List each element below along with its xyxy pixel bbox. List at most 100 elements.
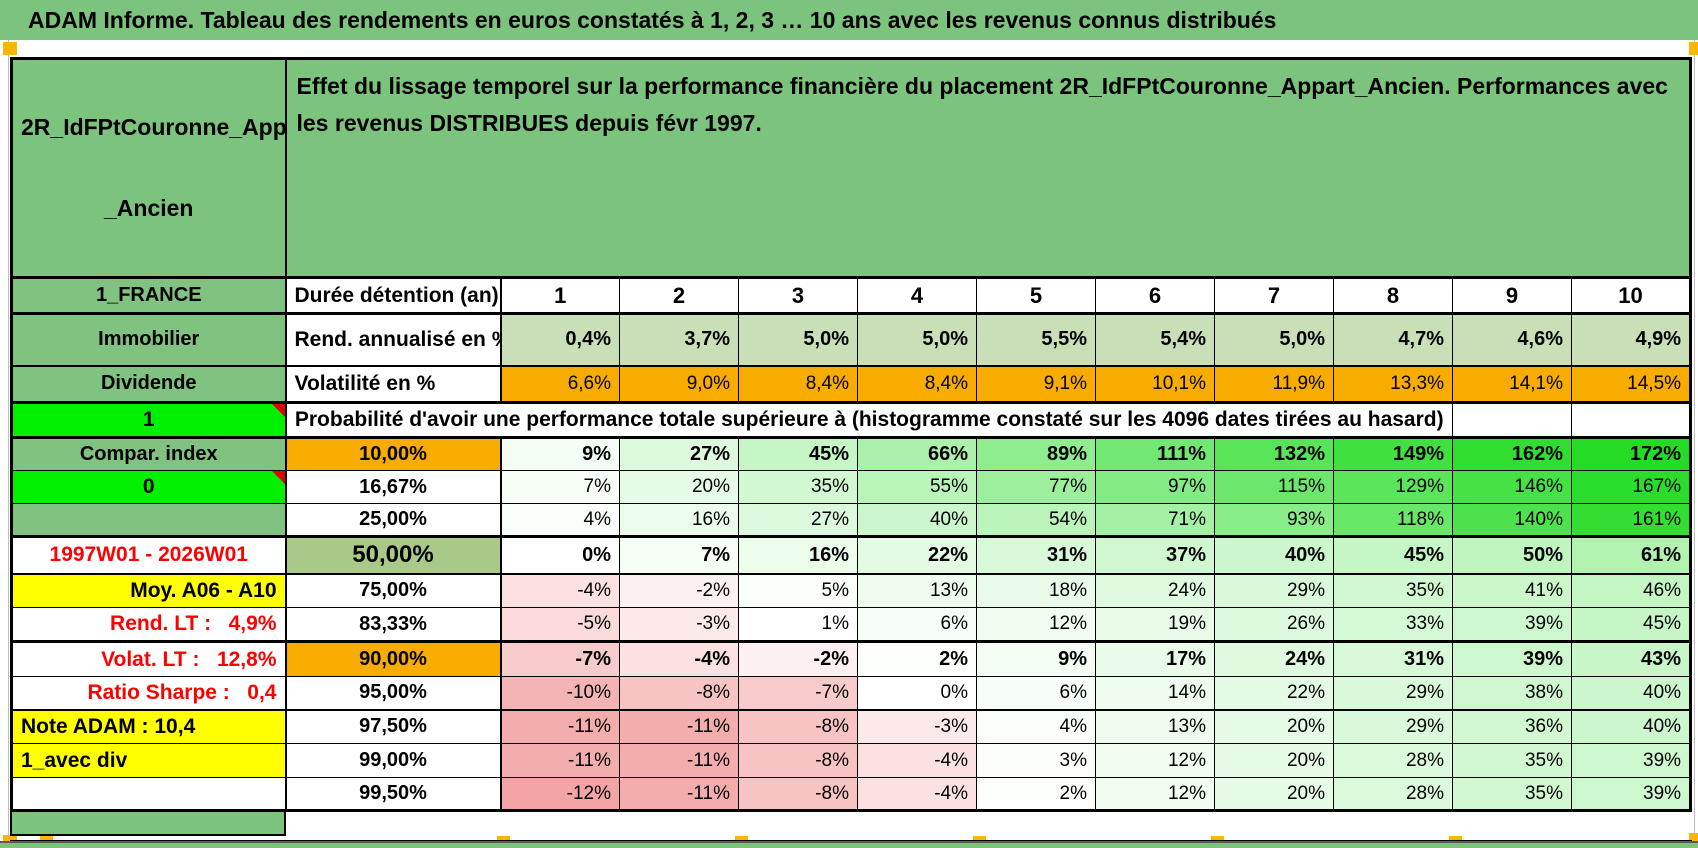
cell-rend-y9[interactable]: 4,6% <box>1452 313 1572 367</box>
cell-p50-y2[interactable]: 7% <box>619 536 739 575</box>
empty-cell[interactable] <box>1570 402 1692 439</box>
cell-rend-y3[interactable]: 5,0% <box>738 313 858 367</box>
cell-p90-y1[interactable]: -7% <box>500 641 620 677</box>
left-label-p95[interactable]: Ratio Sharpe : 0,4 <box>11 676 287 711</box>
left-label-p10[interactable]: Compar. index <box>11 437 287 471</box>
cell-p90-y2[interactable]: -4% <box>619 641 739 677</box>
cell-p10-y6[interactable]: 111% <box>1095 437 1215 471</box>
cell-vol-y10[interactable]: 14,5% <box>1570 365 1692 404</box>
row-label-duree[interactable]: Durée détention (an) <box>285 277 502 315</box>
cell-p995-y3[interactable]: -8% <box>738 777 858 811</box>
cell-p10-y8[interactable]: 149% <box>1333 437 1453 471</box>
cell-vol-y9[interactable]: 14,1% <box>1452 365 1572 404</box>
cell-p8333-y8[interactable]: 33% <box>1333 607 1453 643</box>
cell-p1667-y5[interactable]: 77% <box>976 470 1096 504</box>
cell-duree-y6[interactable]: 6 <box>1095 277 1215 315</box>
left-label-p8333[interactable]: Rend. LT : 4,9% <box>11 607 287 643</box>
row-label-p25[interactable]: 25,00% <box>285 503 502 538</box>
cell-p95-y10[interactable]: 40% <box>1570 676 1692 711</box>
cell-p995-y1[interactable]: -12% <box>500 777 620 811</box>
cell-vol-y8[interactable]: 13,3% <box>1333 365 1453 404</box>
cell-p99-y1[interactable]: -11% <box>500 743 620 778</box>
cell-p995-y5[interactable]: 2% <box>976 777 1096 811</box>
cell-p995-y6[interactable]: 12% <box>1095 777 1215 811</box>
cell-p99-y5[interactable]: 3% <box>976 743 1096 778</box>
left-label-rend[interactable]: Immobilier <box>11 313 287 367</box>
cell-vol-y4[interactable]: 8,4% <box>857 365 977 404</box>
cell-p95-y6[interactable]: 14% <box>1095 676 1215 711</box>
cell-p95-y8[interactable]: 29% <box>1333 676 1453 711</box>
cell-p25-y10[interactable]: 161% <box>1570 503 1692 538</box>
cell-vol-y2[interactable]: 9,0% <box>619 365 739 404</box>
row-label-p99[interactable]: 99,00% <box>285 743 502 778</box>
cell-rend-y7[interactable]: 5,0% <box>1214 313 1334 367</box>
cell-p75-y3[interactable]: 5% <box>738 573 858 608</box>
cell-rend-y8[interactable]: 4,7% <box>1333 313 1453 367</box>
cell-p975-y9[interactable]: 36% <box>1452 709 1572 744</box>
left-label-p25[interactable] <box>11 503 287 538</box>
cell-p975-y10[interactable]: 40% <box>1570 709 1692 744</box>
cell-vol-y5[interactable]: 9,1% <box>976 365 1096 404</box>
left-label-p1667[interactable]: 0 <box>11 470 287 504</box>
cell-p50-y4[interactable]: 22% <box>857 536 977 575</box>
cell-p50-y7[interactable]: 40% <box>1214 536 1334 575</box>
row-label-p10[interactable]: 10,00% <box>285 437 502 471</box>
row-label-p8333[interactable]: 83,33% <box>285 607 502 643</box>
left-label-p99[interactable]: 1_avec div <box>11 743 287 778</box>
cell-p50-y6[interactable]: 37% <box>1095 536 1215 575</box>
cell-p975-y5[interactable]: 4% <box>976 709 1096 744</box>
cell-p25-y7[interactable]: 93% <box>1214 503 1334 538</box>
cell-p25-y5[interactable]: 54% <box>976 503 1096 538</box>
cell-p75-y5[interactable]: 18% <box>976 573 1096 608</box>
cell-p90-y7[interactable]: 24% <box>1214 641 1334 677</box>
cell-p50-y8[interactable]: 45% <box>1333 536 1453 575</box>
cell-p99-y3[interactable]: -8% <box>738 743 858 778</box>
cell-duree-y4[interactable]: 4 <box>857 277 977 315</box>
cell-duree-y1[interactable]: 1 <box>500 277 620 315</box>
cell-rend-y1[interactable]: 0,4% <box>500 313 620 367</box>
cell-p95-y3[interactable]: -7% <box>738 676 858 711</box>
cell-p975-y7[interactable]: 20% <box>1214 709 1334 744</box>
cell-p10-y7[interactable]: 132% <box>1214 437 1334 471</box>
cell-rend-y6[interactable]: 5,4% <box>1095 313 1215 367</box>
fund-name-cell[interactable]: 2R_IdFPtCouronne_Appart _Ancien <box>11 58 287 279</box>
left-label-p50[interactable]: 1997W01 - 2026W01 <box>11 536 287 575</box>
cell-p95-y7[interactable]: 22% <box>1214 676 1334 711</box>
cell-p90-y5[interactable]: 9% <box>976 641 1096 677</box>
cell-p50-y5[interactable]: 31% <box>976 536 1096 575</box>
row-label-p95[interactable]: 95,00% <box>285 676 502 711</box>
cell-p25-y9[interactable]: 140% <box>1452 503 1572 538</box>
cell-p10-y10[interactable]: 172% <box>1570 437 1692 471</box>
cell-p75-y1[interactable]: -4% <box>500 573 620 608</box>
spacer-green-cell[interactable] <box>10 812 286 836</box>
cell-duree-y7[interactable]: 7 <box>1214 277 1334 315</box>
cell-p995-y7[interactable]: 20% <box>1214 777 1334 811</box>
cell-p10-y1[interactable]: 9% <box>500 437 620 471</box>
cell-duree-y8[interactable]: 8 <box>1333 277 1453 315</box>
cell-duree-y10[interactable]: 10 <box>1570 277 1692 315</box>
left-label-vol[interactable]: Dividende <box>11 365 287 404</box>
row-label-p975[interactable]: 97,50% <box>285 709 502 744</box>
cell-p995-y8[interactable]: 28% <box>1333 777 1453 811</box>
cell-p995-y9[interactable]: 35% <box>1452 777 1572 811</box>
cell-p50-y10[interactable]: 61% <box>1570 536 1692 575</box>
cell-p25-y2[interactable]: 16% <box>619 503 739 538</box>
cell-p75-y8[interactable]: 35% <box>1333 573 1453 608</box>
cell-p1667-y7[interactable]: 115% <box>1214 470 1334 504</box>
row-label-vol[interactable]: Volatilité en % <box>285 365 502 404</box>
cell-rend-y5[interactable]: 5,5% <box>976 313 1096 367</box>
cell-p975-y2[interactable]: -11% <box>619 709 739 744</box>
cell-p99-y9[interactable]: 35% <box>1452 743 1572 778</box>
row-label-p1667[interactable]: 16,67% <box>285 470 502 504</box>
cell-p99-y10[interactable]: 39% <box>1570 743 1692 778</box>
cell-p75-y4[interactable]: 13% <box>857 573 977 608</box>
cell-p75-y10[interactable]: 46% <box>1570 573 1692 608</box>
left-label-proba[interactable]: 1 <box>11 402 287 439</box>
cell-p95-y9[interactable]: 38% <box>1452 676 1572 711</box>
cell-p90-y8[interactable]: 31% <box>1333 641 1453 677</box>
row-label-p995[interactable]: 99,50% <box>285 777 502 811</box>
cell-p1667-y2[interactable]: 20% <box>619 470 739 504</box>
cell-p8333-y4[interactable]: 6% <box>857 607 977 643</box>
cell-rend-y2[interactable]: 3,7% <box>619 313 739 367</box>
cell-p75-y9[interactable]: 41% <box>1452 573 1572 608</box>
